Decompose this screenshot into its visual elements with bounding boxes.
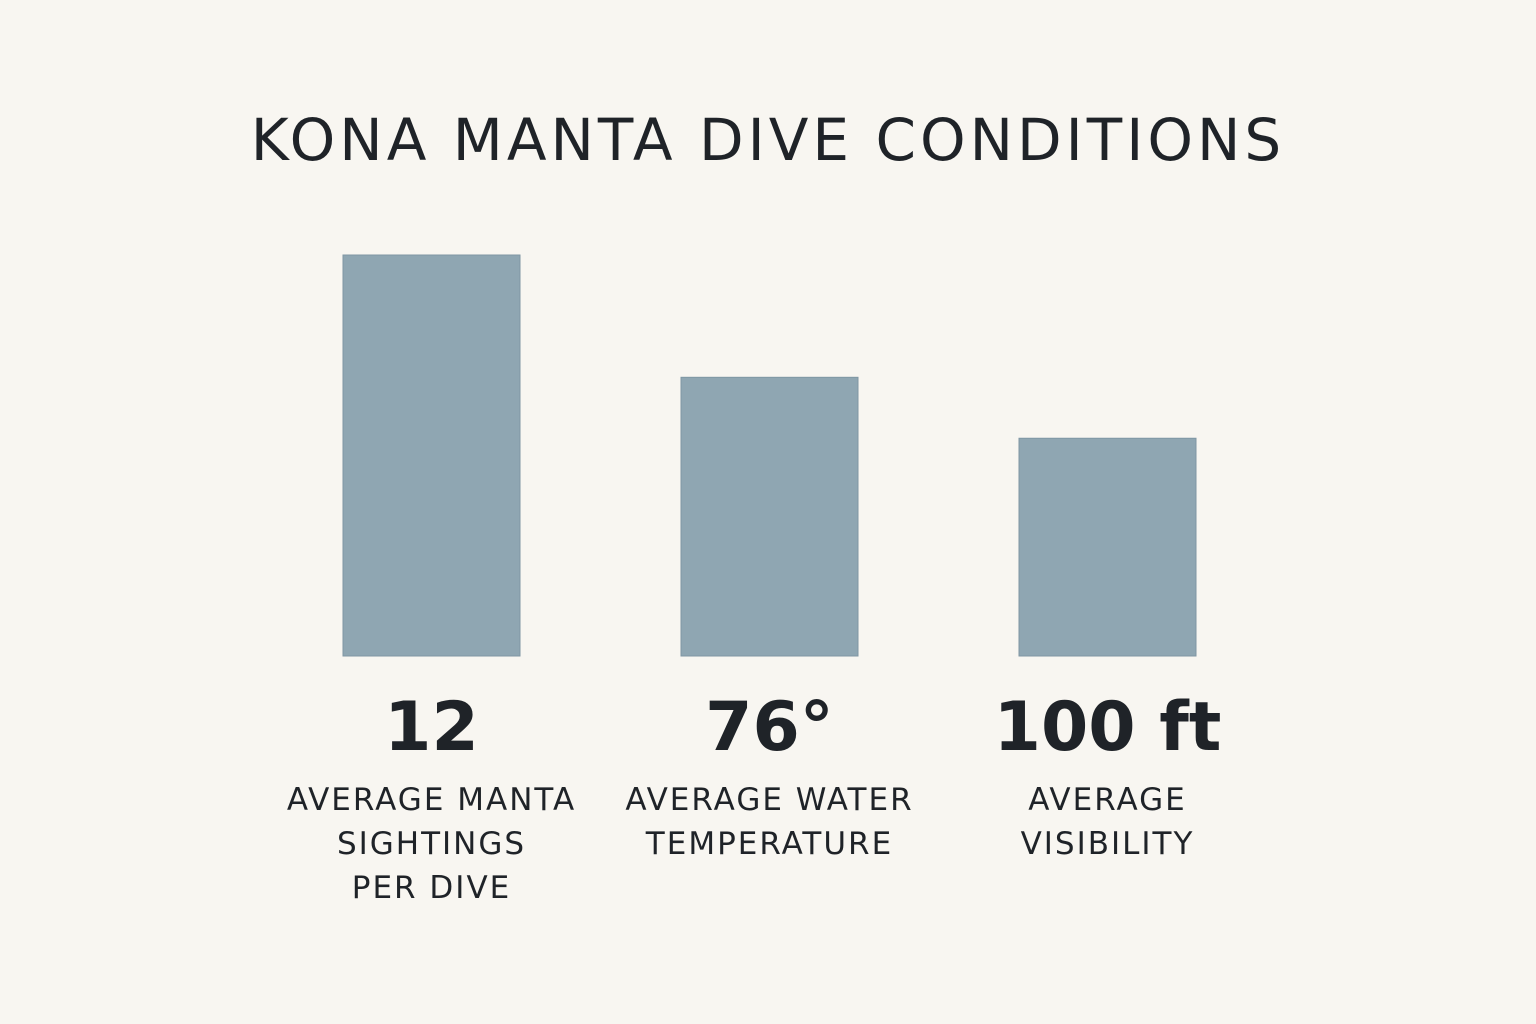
value-label-1: 76°	[705, 688, 834, 767]
value-label-0: 12	[384, 688, 479, 767]
chart-title: KONA MANTA DIVE CONDITIONS	[250, 106, 1286, 174]
category-label-0-line-0: AVERAGE MANTA	[287, 782, 576, 818]
bar-2	[1018, 437, 1197, 657]
category-label-1-line-1: TEMPERATURE	[645, 826, 893, 862]
category-label-0-line-1: SIGHTINGS	[337, 826, 526, 862]
value-label-2: 100 ft	[994, 688, 1222, 767]
category-label-2-line-0: AVERAGE	[1028, 782, 1187, 818]
category-label-0-line-2: PER DIVE	[352, 870, 511, 906]
category-label-1-line-0: AVERAGE WATER	[625, 782, 913, 818]
bar-0	[342, 254, 521, 657]
category-label-2-line-1: VISIBILITY	[1021, 826, 1195, 862]
bar-1	[680, 376, 859, 657]
